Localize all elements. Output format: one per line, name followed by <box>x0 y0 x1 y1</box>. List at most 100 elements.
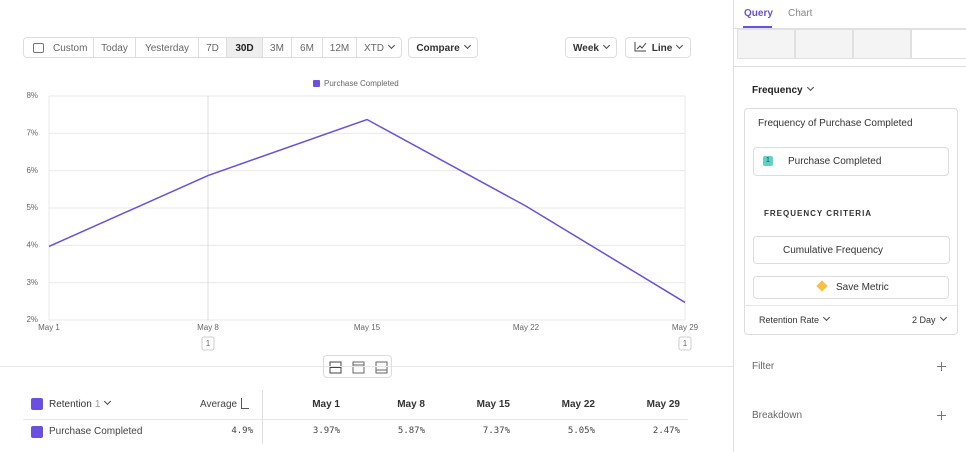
x-tick-label: May 15 <box>354 323 381 332</box>
cell: 2.47% <box>652 426 680 436</box>
caret <box>806 83 814 92</box>
date-range-button[interactable]: XTD <box>356 37 402 58</box>
divider <box>734 66 966 67</box>
y-tick-label: 8% <box>26 91 38 100</box>
column-header: May 15 <box>476 399 510 410</box>
chart-kind-button[interactable]: Line <box>625 37 691 58</box>
label: 12M <box>329 43 350 54</box>
plus-icon <box>941 411 942 420</box>
chart-type-button[interactable] <box>853 29 911 59</box>
x-tick-label: May 1 <box>38 323 60 332</box>
y-tick-label: 3% <box>26 278 38 287</box>
annotation-label: 1 <box>683 339 688 348</box>
checkbox[interactable] <box>31 426 43 438</box>
chart: 2% 3% 4% 5% 6% 7% 8% May 1 May 8 May 15 May 22 May … <box>26 79 699 351</box>
filter-label[interactable]: Filter <box>752 361 775 372</box>
line <box>48 118 686 304</box>
rate-value[interactable]: 2 Day <box>912 313 947 325</box>
date-range-button[interactable]: Custom <box>23 37 94 58</box>
legend-swatch <box>313 80 320 87</box>
date-range-button[interactable]: Yesterday <box>135 37 199 58</box>
metric-header[interactable]: Retention 1 <box>49 397 112 410</box>
y-tick-label: 6% <box>26 166 38 175</box>
divider <box>0 366 733 367</box>
date-range-button[interactable]: 12M <box>322 37 357 58</box>
column-header: May 22 <box>561 399 595 410</box>
average-header: Average <box>200 399 238 410</box>
column-divider <box>262 390 263 444</box>
label: 2 Day <box>912 315 936 325</box>
chart-type-button[interactable] <box>737 29 795 59</box>
count: 1 <box>94 399 101 410</box>
tab-underline <box>743 26 772 28</box>
icons <box>329 361 388 374</box>
row-label: Purchase Completed <box>49 426 143 437</box>
y-tick-label: 2% <box>26 315 38 324</box>
cell: 4.9% <box>231 426 253 436</box>
label: 3M <box>270 43 284 54</box>
rate-label[interactable]: Retention Rate <box>759 313 831 325</box>
tab[interactable]: Chart <box>788 8 813 19</box>
save-button[interactable] <box>753 276 949 299</box>
y-tick-label: 5% <box>26 203 38 212</box>
checkbox[interactable] <box>31 398 43 410</box>
section-title: Frequency <box>752 83 814 96</box>
x-tick-label: May 8 <box>197 323 219 332</box>
label: 6M <box>300 43 314 54</box>
breakdown-label[interactable]: Breakdown <box>752 410 803 421</box>
sort-icon <box>241 398 249 409</box>
plus-icon <box>941 362 942 371</box>
interval-button[interactable]: Week <box>565 37 617 58</box>
card-title: Frequency of Purchase Completed <box>758 118 913 129</box>
caret <box>939 313 947 322</box>
compare-button[interactable]: Compare <box>408 37 478 58</box>
label: XTD <box>364 43 384 54</box>
metric-card <box>744 108 958 335</box>
date-range-button[interactable]: 3M <box>262 37 292 58</box>
label: Custom <box>53 43 88 54</box>
date-range-button[interactable]: 6M <box>291 37 323 58</box>
save-label: Save Metric <box>836 282 889 293</box>
x-tick-label: May 22 <box>513 323 540 332</box>
cell: 5.05% <box>567 426 595 436</box>
column-header: May 1 <box>312 399 340 410</box>
column-header: May 8 <box>397 399 425 410</box>
label: Frequency <box>752 85 803 96</box>
label: Today <box>101 43 128 54</box>
cell: 7.37% <box>482 426 510 436</box>
icon <box>634 42 647 52</box>
divider <box>734 28 966 29</box>
legend-label: Purchase Completed <box>324 79 399 88</box>
annotation-label: 1 <box>206 339 211 348</box>
label: Week <box>573 43 599 54</box>
label: Compare <box>416 43 460 54</box>
date-range-button[interactable]: Today <box>93 37 136 58</box>
criteria-box[interactable] <box>753 236 950 264</box>
cell: 3.97% <box>312 426 340 436</box>
event-label: Purchase Completed <box>788 156 882 167</box>
label: Retention Rate <box>759 315 820 325</box>
chart-type-button[interactable] <box>911 29 966 59</box>
x-tick-label: May 29 <box>672 323 699 332</box>
caret <box>823 313 831 322</box>
caret <box>387 41 396 50</box>
date-range-button[interactable]: 7D <box>198 37 227 58</box>
label: Line <box>651 43 673 54</box>
criteria-heading: FREQUENCY CRITERIA <box>764 209 873 218</box>
date-range-button[interactable]: 30D <box>226 37 263 58</box>
label: Yesterday <box>144 43 190 54</box>
calendar-icon <box>33 43 44 53</box>
divider <box>744 305 958 306</box>
cell: 5.87% <box>397 426 425 436</box>
row-divider <box>23 419 688 420</box>
label: 7D <box>206 43 219 54</box>
event-row[interactable] <box>753 147 949 176</box>
chart-type-button[interactable] <box>795 29 853 59</box>
column-header: May 29 <box>646 399 680 410</box>
event-badge: 1 <box>763 156 773 166</box>
annotation-box <box>201 336 215 351</box>
tab[interactable]: Query <box>744 8 773 19</box>
sidebar: Query Chart Frequency Frequency of Purchase… <box>733 0 966 452</box>
annotation-box <box>678 336 692 351</box>
